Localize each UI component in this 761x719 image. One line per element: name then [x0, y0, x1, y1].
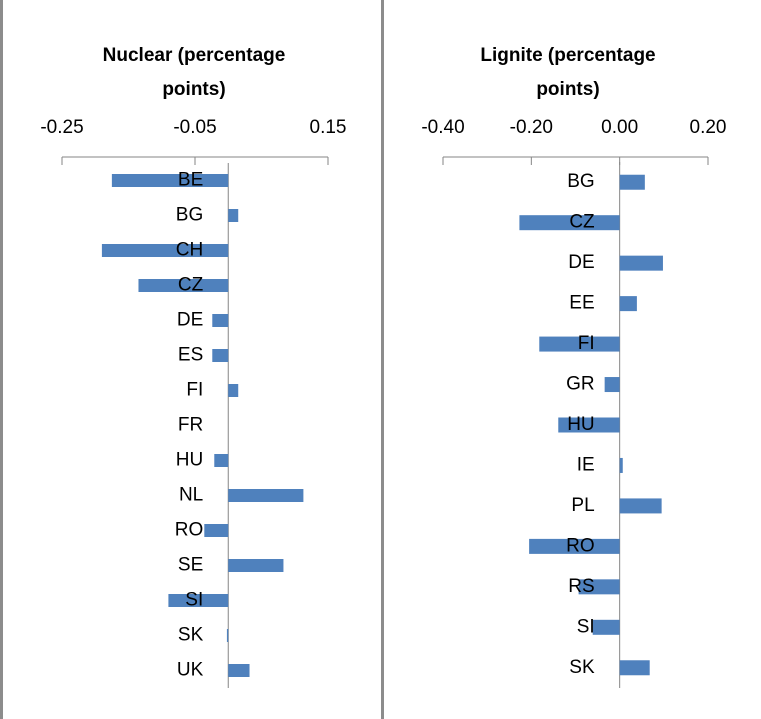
bar: [138, 279, 229, 292]
y-tick-label: DE: [177, 310, 203, 331]
y-tick-label: CZ: [569, 212, 595, 233]
x-tick-label: -0.25: [40, 117, 83, 138]
y-tick-label: CZ: [178, 275, 204, 296]
bar: [214, 454, 229, 467]
y-tick-label: RO: [175, 520, 204, 541]
y-tick-label: NL: [179, 485, 203, 506]
x-tick-label: -0.20: [510, 117, 553, 138]
bar: [604, 377, 620, 393]
y-tick-label: HU: [176, 450, 203, 471]
bar: [228, 664, 250, 677]
y-tick-label: GR: [566, 374, 595, 395]
y-tick-label: SK: [178, 625, 204, 646]
bar: [619, 498, 662, 514]
bar: [212, 314, 229, 327]
y-tick-label: SI: [185, 590, 203, 611]
x-tick-label: -0.05: [173, 117, 216, 138]
y-tick-label: SK: [569, 657, 595, 678]
bar: [226, 629, 229, 642]
bar: [619, 255, 663, 271]
x-tick-label: 0.00: [601, 117, 638, 138]
bar: [204, 524, 229, 537]
y-tick-label: BE: [178, 170, 203, 191]
y-tick-label: IE: [577, 454, 595, 475]
bar: [619, 296, 637, 312]
bar: [168, 594, 229, 607]
bar: [228, 559, 284, 572]
y-tick-label: DE: [568, 252, 594, 273]
y-tick-label: RO: [566, 535, 595, 556]
x-tick-label: -0.40: [421, 117, 464, 138]
bar: [592, 619, 620, 635]
x-tick-label: 0.15: [310, 117, 347, 138]
x-tick-label: 0.20: [690, 117, 727, 138]
y-tick-label: SE: [178, 555, 203, 576]
bar: [619, 174, 645, 190]
y-tick-label: HU: [567, 414, 594, 435]
bar: [228, 489, 304, 502]
y-tick-label: UK: [177, 660, 204, 681]
bar: [228, 209, 239, 222]
bar: [519, 215, 620, 231]
y-tick-label: RS: [568, 576, 594, 597]
bar: [111, 174, 229, 187]
bar: [558, 417, 620, 433]
bar: [619, 457, 623, 473]
y-tick-label: FI: [186, 380, 203, 401]
bar: [619, 660, 650, 676]
y-tick-label: FI: [578, 333, 595, 354]
bar: [101, 244, 229, 257]
chart-title: Nuclear (percentage points): [103, 45, 286, 100]
bar: [212, 349, 229, 362]
bar: [578, 579, 620, 595]
y-tick-label: PL: [571, 495, 594, 516]
bar: [529, 538, 620, 554]
y-tick-label: BG: [176, 205, 203, 226]
y-tick-label: BG: [567, 171, 594, 192]
chart-title: Lignite (percentage points): [480, 45, 655, 100]
y-tick-label: SI: [577, 616, 595, 637]
y-tick-label: ES: [178, 345, 203, 366]
y-tick-label: CH: [176, 240, 203, 261]
y-tick-label: EE: [569, 293, 594, 314]
bar: [228, 384, 239, 397]
y-tick-label: FR: [178, 415, 203, 436]
bar: [539, 336, 620, 352]
